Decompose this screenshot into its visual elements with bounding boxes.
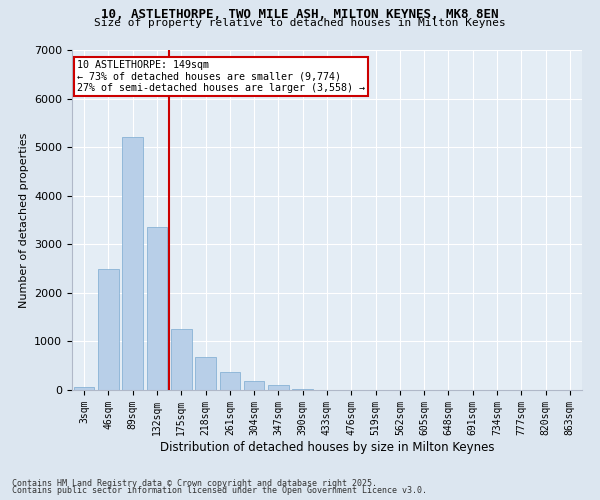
Text: Size of property relative to detached houses in Milton Keynes: Size of property relative to detached ho… — [94, 18, 506, 28]
Text: 10, ASTLETHORPE, TWO MILE ASH, MILTON KEYNES, MK8 8EN: 10, ASTLETHORPE, TWO MILE ASH, MILTON KE… — [101, 8, 499, 20]
Bar — [244, 382, 265, 390]
Y-axis label: Number of detached properties: Number of detached properties — [19, 132, 29, 308]
Bar — [122, 138, 143, 390]
Text: 10 ASTLETHORPE: 149sqm
← 73% of detached houses are smaller (9,774)
27% of semi-: 10 ASTLETHORPE: 149sqm ← 73% of detached… — [77, 60, 365, 94]
Bar — [268, 385, 289, 390]
Bar — [146, 228, 167, 390]
Bar — [195, 357, 216, 390]
X-axis label: Distribution of detached houses by size in Milton Keynes: Distribution of detached houses by size … — [160, 440, 494, 454]
Bar — [98, 268, 119, 390]
Bar — [292, 388, 313, 390]
Bar — [74, 387, 94, 390]
Bar — [171, 330, 191, 390]
Bar — [220, 372, 240, 390]
Text: Contains HM Land Registry data © Crown copyright and database right 2025.: Contains HM Land Registry data © Crown c… — [12, 478, 377, 488]
Text: Contains public sector information licensed under the Open Government Licence v3: Contains public sector information licen… — [12, 486, 427, 495]
